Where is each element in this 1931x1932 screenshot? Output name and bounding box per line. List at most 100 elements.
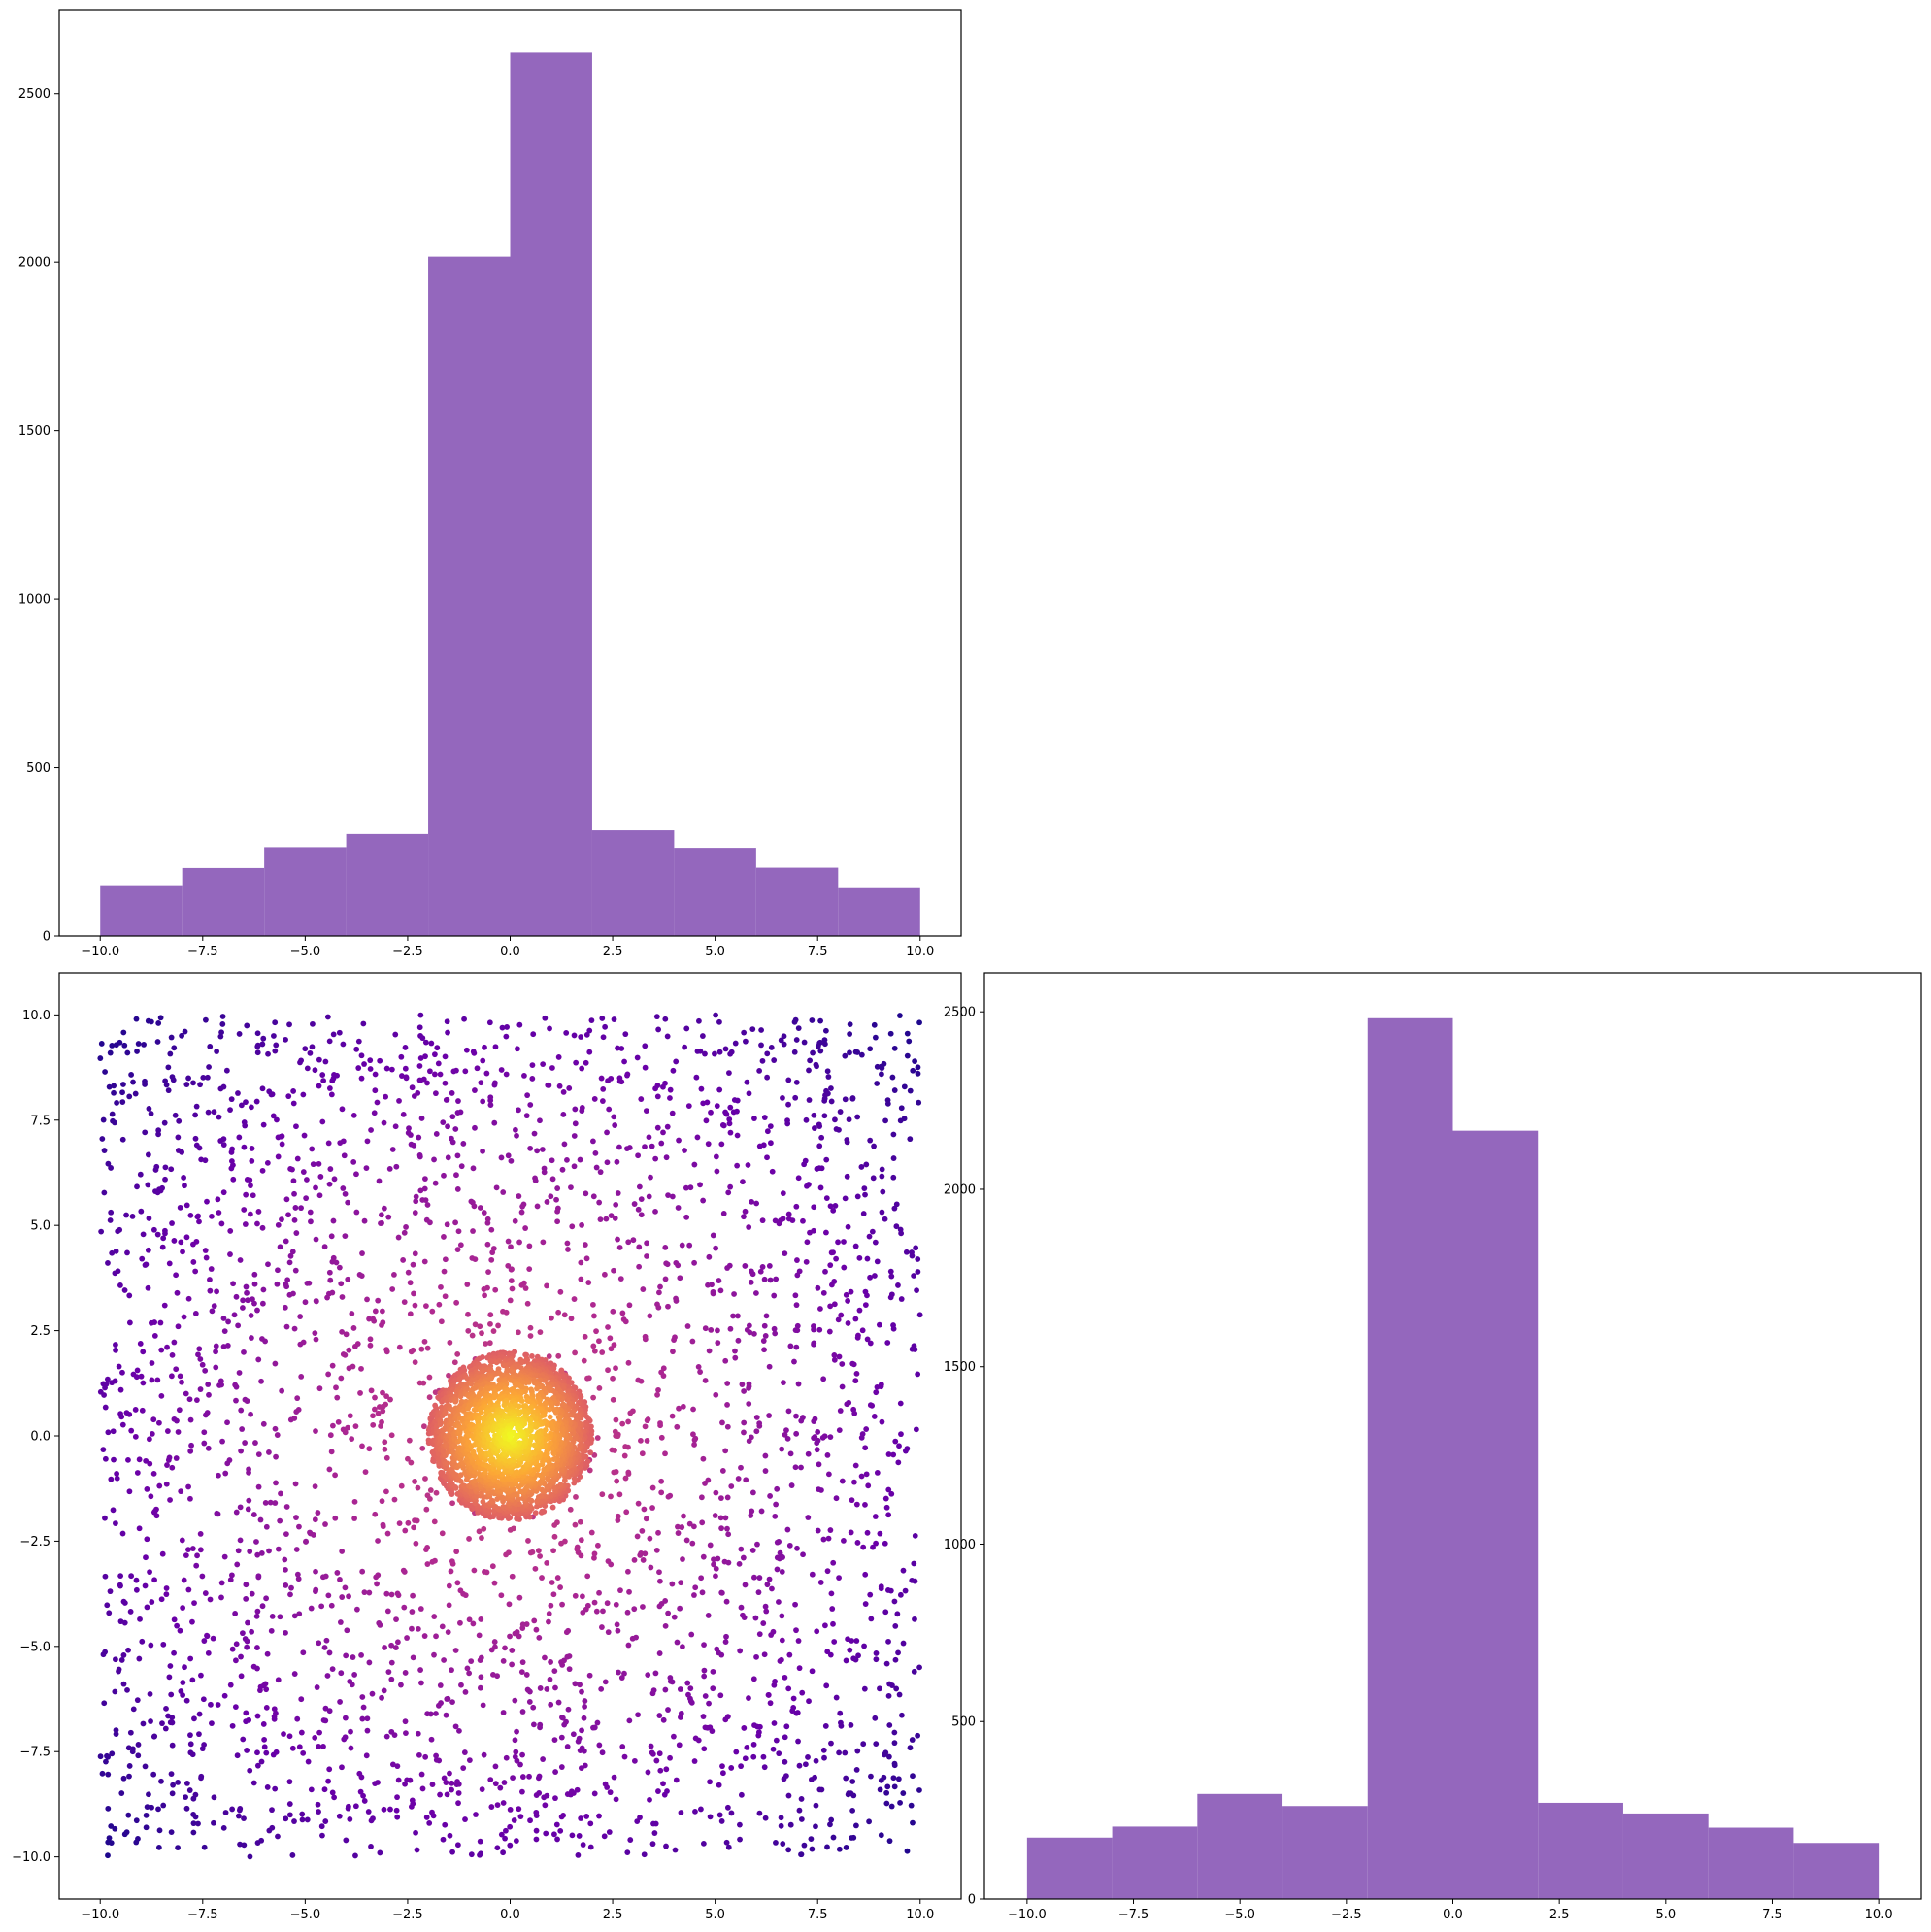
scatter-point <box>706 1348 713 1354</box>
scatter-point <box>616 1144 622 1150</box>
scatter-point <box>713 1153 719 1160</box>
scatter-point <box>611 1342 617 1349</box>
scatter-point <box>439 1530 446 1537</box>
scatter-point <box>648 1564 654 1571</box>
scatter-point <box>145 1247 151 1253</box>
scatter-point <box>654 1093 661 1100</box>
scatter-point <box>210 1635 216 1642</box>
scatter-point <box>725 1189 732 1196</box>
scatter-point <box>350 1325 357 1331</box>
scatter-point <box>333 1259 340 1266</box>
scatter-point <box>185 1483 191 1490</box>
scatter-point <box>247 1211 253 1217</box>
scatter-point <box>388 1066 395 1073</box>
scatter-point <box>273 1453 279 1460</box>
scatter-point <box>235 1322 242 1329</box>
scatter-point <box>539 1508 546 1515</box>
scatter-point <box>687 1685 694 1692</box>
scatter-point <box>656 1750 663 1757</box>
scatter-point <box>196 1218 202 1225</box>
scatter-point <box>352 1852 358 1859</box>
scatter-point <box>412 1250 418 1257</box>
scatter-point <box>477 1323 483 1330</box>
scatter-point <box>749 1026 756 1033</box>
scatter-point <box>572 1592 579 1599</box>
scatter-point <box>828 1816 835 1823</box>
scatter-point <box>249 1335 254 1341</box>
scatter-point <box>263 1595 270 1602</box>
scatter-point <box>891 1087 898 1093</box>
scatter-point <box>100 1447 107 1453</box>
scatter-point <box>460 1765 467 1772</box>
scatter-point <box>244 1748 250 1753</box>
scatter-point <box>536 1773 543 1780</box>
scatter-point <box>600 1034 607 1041</box>
scatter-point <box>245 1619 250 1626</box>
scatter-point <box>533 1809 540 1815</box>
scatter-point <box>133 1016 140 1022</box>
scatter-point <box>462 1816 468 1822</box>
scatter-point <box>244 1398 250 1404</box>
scatter-point <box>168 1829 175 1836</box>
scatter-point <box>462 1068 469 1075</box>
scatter-point <box>353 1209 360 1216</box>
scatter-point <box>402 1781 408 1787</box>
scatter-point <box>656 1569 662 1576</box>
scatter-point <box>339 1594 346 1600</box>
scatter-point <box>727 1129 734 1136</box>
scatter-point <box>735 1313 741 1319</box>
scatter-point <box>193 1238 200 1245</box>
scatter-point <box>570 1731 577 1738</box>
scatter-point <box>449 1558 455 1565</box>
scatter-point <box>660 1365 667 1372</box>
scatter-point <box>415 1730 421 1737</box>
scatter-point <box>442 1053 449 1060</box>
scatter-point <box>295 1407 302 1413</box>
scatter-point <box>293 1123 299 1130</box>
scatter-point <box>792 1292 799 1299</box>
scatter-point <box>216 1210 222 1216</box>
scatter-point <box>831 1301 838 1308</box>
scatter-point <box>702 1693 709 1699</box>
scatter-point <box>806 1067 812 1074</box>
scatter-point <box>142 1582 149 1589</box>
scatter-point <box>548 1701 554 1708</box>
scatter-point <box>600 1086 607 1092</box>
histogram-bar <box>838 887 920 936</box>
scatter-point <box>887 1294 894 1301</box>
scatter-point <box>204 1633 211 1640</box>
scatter-point <box>239 1630 246 1637</box>
scatter-point <box>516 1021 523 1028</box>
scatter-point <box>179 1032 185 1039</box>
scatter-point <box>559 1402 566 1408</box>
scatter-point <box>611 1016 617 1022</box>
scatter-point <box>346 1593 351 1600</box>
scatter-point <box>806 1097 813 1103</box>
scatter-point <box>254 1049 261 1056</box>
scatter-point <box>547 1414 553 1420</box>
scatter-point <box>277 1614 283 1620</box>
scatter-point <box>828 1740 834 1747</box>
scatter-point <box>361 1217 368 1224</box>
scatter-point <box>117 1386 124 1393</box>
scatter-point <box>273 1480 279 1486</box>
scatter-point <box>532 1510 539 1516</box>
scatter-point <box>574 1786 581 1793</box>
scatter-point <box>682 1044 688 1050</box>
scatter-point <box>109 1111 116 1117</box>
scatter-point <box>213 1343 219 1349</box>
scatter-point <box>867 1046 874 1052</box>
scatter-point <box>580 1452 586 1458</box>
histogram-bar <box>428 256 511 936</box>
scatter-point <box>168 1166 175 1173</box>
scatter-point <box>157 1015 164 1021</box>
scatter-point <box>841 1264 848 1271</box>
scatter-point <box>594 1542 601 1549</box>
scatter-point <box>766 1576 773 1582</box>
scatter-point <box>590 1193 597 1200</box>
scatter-point <box>727 1325 734 1332</box>
scatter-point <box>878 1832 884 1839</box>
scatter-point <box>779 1613 785 1619</box>
scatter-point <box>576 1833 583 1839</box>
scatter-point <box>867 1402 874 1409</box>
